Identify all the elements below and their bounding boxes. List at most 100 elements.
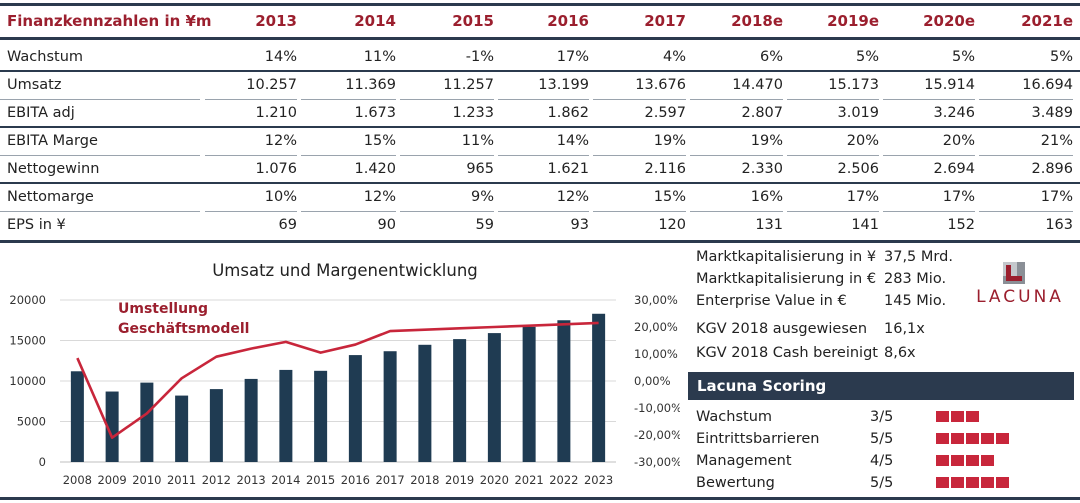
scoring-label: Bewertung <box>696 475 775 491</box>
year-header: 2015 <box>452 12 494 30</box>
y2-tick-label: -10,00% <box>634 401 680 415</box>
y2-tick-label: -20,00% <box>634 428 680 442</box>
table-cell: 13.199 <box>538 77 589 93</box>
cell-divider <box>205 155 297 156</box>
info-label: Enterprise Value in € <box>696 293 847 309</box>
table-cell: -1% <box>465 49 494 65</box>
table-cell: 11% <box>363 49 396 65</box>
table-row: Wachstum 14% 11% -1% 17% 4% 6% 5% 5% 5% <box>0 43 1080 71</box>
table-row: Nettogewinn 1.076 1.420 965 1.621 2.116 2.330 2… <box>0 155 1080 183</box>
score-square <box>996 433 1009 444</box>
table-cell: 15.914 <box>924 77 975 93</box>
info-value: 283 Mio. <box>884 271 947 287</box>
table-cell: 17% <box>556 49 589 65</box>
revenue-bar <box>592 313 606 462</box>
row-label: Umsatz <box>7 77 62 93</box>
table-cell: 2.116 <box>644 161 686 177</box>
info-value: 16,1x <box>884 321 925 337</box>
score-square <box>996 477 1009 488</box>
table-cell: 15.173 <box>828 77 879 93</box>
cell-divider <box>0 155 200 156</box>
row-label: Nettomarge <box>7 189 94 205</box>
row-divider <box>0 126 1080 128</box>
cell-divider <box>400 211 494 212</box>
table-cell: 21% <box>1040 133 1073 149</box>
table-cell: 93 <box>570 217 589 233</box>
x-tick-label: 2008 <box>63 473 92 487</box>
table-cell: 1.076 <box>255 161 297 177</box>
table-cell: 9% <box>470 189 494 205</box>
year-header: 2013 <box>255 12 297 30</box>
cell-divider <box>498 211 589 212</box>
table-cell: 2.597 <box>644 105 686 121</box>
table-cell: 15% <box>363 133 396 149</box>
logo-wordmark: LACUNA <box>976 287 1064 307</box>
x-tick-label: 2020 <box>480 473 509 487</box>
table-cell: 2.694 <box>933 161 975 177</box>
cell-divider <box>205 211 297 212</box>
scoring-label: Management <box>696 453 792 469</box>
row-label: EBITA adj <box>7 105 75 121</box>
y2-tick-label: 30,00% <box>634 293 678 307</box>
y2-tick-label: 0,00% <box>634 374 671 388</box>
table-cell: 17% <box>846 189 879 205</box>
y-tick-label: 10000 <box>9 374 46 388</box>
scoring-label: Eintrittsbarrieren <box>696 431 820 447</box>
cell-divider <box>301 155 396 156</box>
table-cell: 17% <box>942 189 975 205</box>
row-divider <box>0 182 1080 184</box>
info-value: 37,5 Mrd. <box>884 249 953 265</box>
table-cell: 2.506 <box>837 161 879 177</box>
table-cell: 1.420 <box>354 161 396 177</box>
info-label: KGV 2018 Cash bereinigt <box>696 345 878 361</box>
table-cell: 3.019 <box>837 105 879 121</box>
revenue-bar <box>383 351 397 462</box>
scoring-value: 5/5 <box>870 475 894 491</box>
info-value: 8,6x <box>884 345 916 361</box>
scoring-row: Bewertung 5/5 <box>696 472 1076 494</box>
table-cell: 141 <box>851 217 879 233</box>
year-header: 2014 <box>354 12 396 30</box>
cell-divider <box>690 211 783 212</box>
cell-divider <box>498 155 589 156</box>
scoring-label: Wachstum <box>696 409 773 425</box>
header-rule <box>0 37 1080 40</box>
x-tick-label: 2021 <box>514 473 543 487</box>
cell-divider <box>787 155 879 156</box>
table-cell: 5% <box>951 49 975 65</box>
row-label: Wachstum <box>7 49 84 65</box>
cell-divider <box>593 99 686 100</box>
table-row: Umsatz 10.257 11.369 11.257 13.199 13.676 14.4… <box>0 71 1080 99</box>
x-tick-label: 2014 <box>271 473 300 487</box>
year-header: 2019e <box>827 12 879 30</box>
table-cell: 6% <box>759 49 783 65</box>
table-cell: 1.621 <box>547 161 589 177</box>
score-square <box>981 455 994 466</box>
revenue-bar <box>418 344 432 462</box>
lacuna-logo-icon <box>1003 262 1025 284</box>
table-cell: 14% <box>556 133 589 149</box>
year-header: 2017 <box>644 12 686 30</box>
scoring-row: Eintrittsbarrieren 5/5 <box>696 428 1076 450</box>
table-cell: 10% <box>264 189 297 205</box>
score-square <box>966 455 979 466</box>
cell-divider <box>979 99 1073 100</box>
info-value: 145 Mio. <box>884 293 947 309</box>
info-label: Marktkapitalisierung in € <box>696 271 877 287</box>
scoring-value: 4/5 <box>870 453 894 469</box>
x-tick-label: 2016 <box>341 473 370 487</box>
cell-divider <box>400 99 494 100</box>
row-label: Nettogewinn <box>7 161 100 177</box>
cell-divider <box>883 99 975 100</box>
y2-tick-label: 20,00% <box>634 320 678 334</box>
table-cell: 965 <box>466 161 494 177</box>
score-square <box>951 411 964 422</box>
cell-divider <box>0 211 200 212</box>
y-tick-label: 0 <box>39 455 46 469</box>
table-cell: 14.470 <box>732 77 783 93</box>
cell-divider <box>979 155 1073 156</box>
revenue-bar <box>557 320 571 462</box>
table-cell: 12% <box>363 189 396 205</box>
table-cell: 1.233 <box>452 105 494 121</box>
x-tick-label: 2012 <box>202 473 231 487</box>
